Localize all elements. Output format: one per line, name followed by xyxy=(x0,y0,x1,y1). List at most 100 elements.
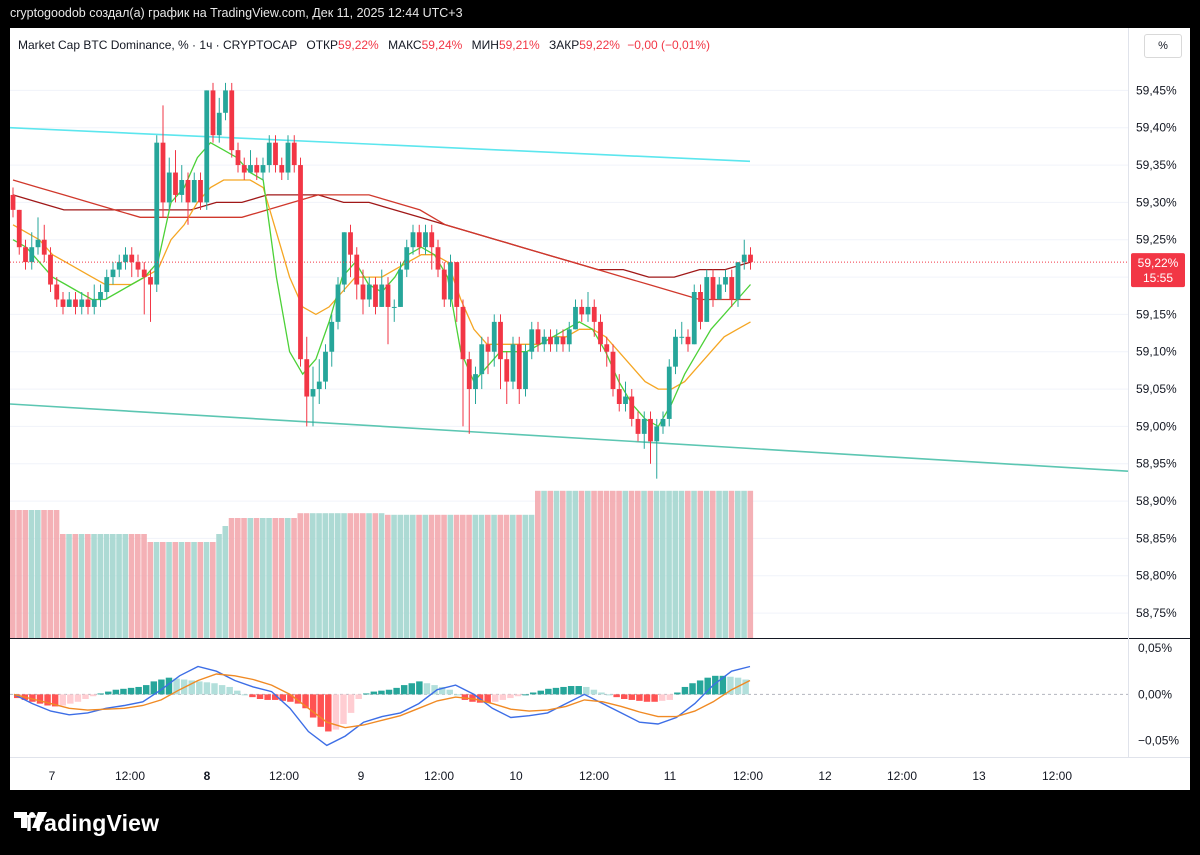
x-tick-label: 12:00 xyxy=(269,769,299,783)
candle-body xyxy=(441,269,447,300)
candle-body xyxy=(223,90,228,113)
x-tick-label: 9 xyxy=(358,769,365,783)
macd-hist-bar xyxy=(484,694,491,703)
candle-body xyxy=(648,418,653,442)
chart-panel[interactable]: 59,45%59,40%59,35%59,30%59,25%59,20%59,1… xyxy=(10,28,1190,790)
volume-bar xyxy=(747,490,754,638)
symbol-name: Market Cap BTC Dominance, % · 1ч · CRYPT… xyxy=(18,38,298,52)
volume-bar xyxy=(328,513,335,638)
volume-bar xyxy=(672,490,679,638)
candle-body xyxy=(429,232,435,248)
chart-svg[interactable]: 59,45%59,40%59,35%59,30%59,25%59,20%59,1… xyxy=(10,28,1190,790)
macd-hist-bar xyxy=(165,677,173,695)
ma-slow-2-line xyxy=(12,194,751,278)
candle-body xyxy=(416,232,422,248)
y-tick-label: 59,45% xyxy=(1136,83,1177,97)
volume-bar xyxy=(47,510,54,638)
volume-bar xyxy=(635,490,641,638)
macd-signal-line xyxy=(13,673,751,729)
macd-hist-bar xyxy=(704,677,711,695)
volume-bar xyxy=(197,542,204,638)
volume-bar xyxy=(497,514,504,638)
macd-hist-bar xyxy=(689,683,696,695)
volume-bar xyxy=(153,542,160,638)
macd-pane[interactable] xyxy=(10,639,1128,757)
candle-body xyxy=(498,321,503,360)
candle-body xyxy=(260,165,266,173)
channel-lines xyxy=(10,126,1129,472)
ma-slow-1-line xyxy=(12,179,751,301)
candle-body xyxy=(404,247,410,270)
candle-body xyxy=(335,284,341,322)
volume-bar xyxy=(385,514,391,638)
candle-body xyxy=(523,351,528,390)
macd-hist-bar xyxy=(158,679,165,695)
volume-bar xyxy=(285,518,291,638)
y-tick-label: 58,85% xyxy=(1136,531,1177,545)
candle-body xyxy=(698,292,703,322)
candles xyxy=(10,82,753,479)
symbol-legend[interactable]: Market Cap BTC Dominance, % · 1ч · CRYPT… xyxy=(18,38,710,52)
macd-hist-bar xyxy=(120,688,127,695)
candle-body xyxy=(385,284,391,307)
volume-bar xyxy=(566,490,572,638)
candle-body xyxy=(79,299,85,307)
candle-body xyxy=(179,180,185,195)
macd-hist-bar xyxy=(416,681,423,695)
volume-bar xyxy=(241,518,247,638)
volume-bar xyxy=(85,534,91,638)
y-tick-label: 58,95% xyxy=(1136,457,1177,471)
macd-hist-bar xyxy=(226,686,233,695)
candle-body xyxy=(423,232,428,248)
volume-bar xyxy=(728,490,735,638)
volume-bar xyxy=(91,534,97,638)
macd-hist-bar xyxy=(712,675,719,695)
macd-hist-bar xyxy=(522,694,529,696)
volume-bar xyxy=(310,513,316,638)
volume-bar xyxy=(116,534,122,638)
candle-body xyxy=(185,180,191,203)
volume-bar xyxy=(28,510,35,638)
candle-body xyxy=(710,277,716,300)
macd-hist-bar xyxy=(294,694,302,704)
volume-bar xyxy=(716,490,722,638)
macd-hist-bar xyxy=(742,679,749,695)
volume-bar xyxy=(41,510,47,638)
volume-bar xyxy=(660,490,666,638)
volume-bar xyxy=(460,514,466,638)
macd-hist-bar xyxy=(658,694,666,701)
macd-hist-bar xyxy=(529,692,537,695)
macd-hist-bar xyxy=(385,689,393,695)
macd-axis[interactable]: 0,05% 0,00% −0,05% xyxy=(1138,641,1179,748)
attribution-text: cryptogoodob создал(а) график на Trading… xyxy=(10,6,463,20)
time-axis[interactable]: 7 12:00 8 12:00 9 12:00 10 12:00 11 12:00 12 12:00 1… xyxy=(49,769,1073,783)
candle-body xyxy=(616,389,622,404)
percent-scale-button[interactable]: % xyxy=(1144,34,1182,58)
volume-bar xyxy=(516,514,522,638)
volume-bar xyxy=(610,490,616,638)
tradingview-logo[interactable]: TradingView xyxy=(14,810,159,837)
close-label: ЗАКР xyxy=(549,38,580,52)
y-tick-label: 59,10% xyxy=(1136,345,1177,359)
macd-tick-label: 0,05% xyxy=(1138,641,1172,655)
volume-bar xyxy=(435,514,441,638)
channel-lower-line xyxy=(10,403,1129,472)
volume-bar xyxy=(97,534,104,638)
volume-bar xyxy=(441,514,447,638)
volume-bar xyxy=(303,513,310,638)
candle-body xyxy=(629,396,635,419)
candle-body xyxy=(704,277,710,322)
candle-body xyxy=(679,336,685,338)
macd-line xyxy=(13,665,751,747)
price-axis[interactable]: 59,45%59,40%59,35%59,30%59,25%59,20%59,1… xyxy=(1136,83,1177,620)
candle-body xyxy=(448,262,453,300)
candle-body xyxy=(735,262,741,300)
macd-hist-bar xyxy=(575,686,582,695)
candle-body xyxy=(291,142,297,166)
candle-body xyxy=(191,180,197,203)
volume-bar xyxy=(428,514,435,638)
volume-bar xyxy=(578,490,585,638)
volume-bar xyxy=(341,513,347,638)
candle-body xyxy=(148,277,153,285)
macd-hist-bar xyxy=(643,694,651,702)
